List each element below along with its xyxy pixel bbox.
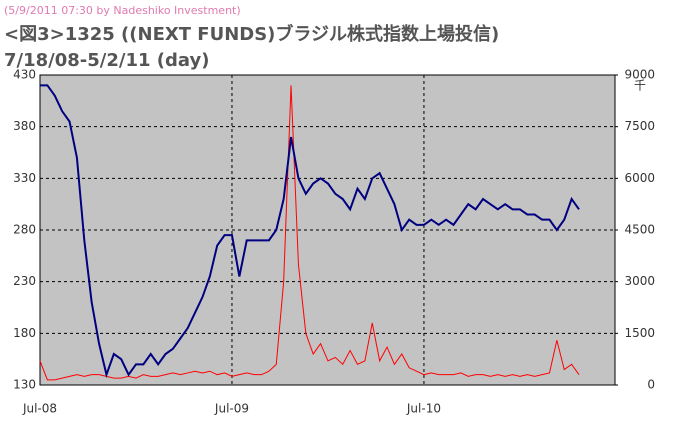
- y2-tick-label: 0: [647, 378, 655, 392]
- y-tick-label: 330: [13, 171, 36, 185]
- plot-area: [39, 74, 616, 386]
- y2-tick-label: 1500: [624, 326, 655, 340]
- y-tick-label: 130: [13, 378, 36, 392]
- y2-tick-label: 3000: [624, 274, 655, 288]
- y2-tick-label: 7500: [624, 119, 655, 133]
- x-tick-label: Jul-08: [22, 402, 57, 416]
- chart-title: <図3>1325 ((NEXT FUNDS)ブラジル株式指数上場投信) 7/18…: [4, 24, 500, 71]
- series-line: [40, 84, 580, 379]
- subtitle: (5/9/2011 07:30 by Nadeshiko Investment): [4, 4, 241, 17]
- y2-axis-label: 千: [634, 79, 646, 93]
- y2-tick-label: 9000: [624, 68, 655, 82]
- y-tick-label: 430: [13, 68, 36, 82]
- y2-tick-label: 4500: [624, 223, 655, 237]
- series-line: [39, 85, 580, 381]
- y-tick-label: 230: [13, 274, 36, 288]
- y-tick-label: 280: [13, 223, 36, 237]
- x-tick-label: Jul-10: [406, 402, 441, 416]
- y-tick-label: 380: [13, 119, 36, 133]
- y2-tick-label: 6000: [624, 171, 655, 185]
- x-tick-label: Jul-09: [214, 402, 249, 416]
- y-tick-label: 180: [13, 326, 36, 340]
